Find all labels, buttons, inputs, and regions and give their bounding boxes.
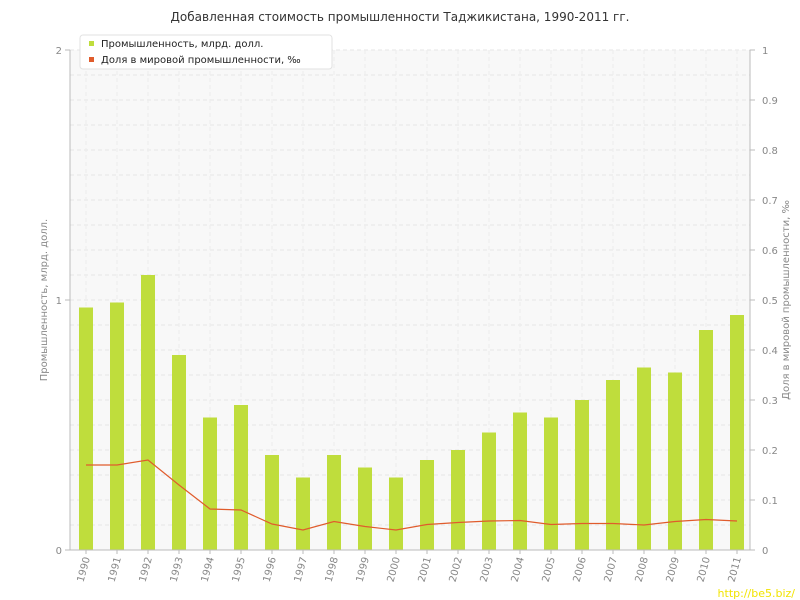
x-tick-label: 2006 (572, 556, 589, 583)
share-line (86, 459, 738, 531)
x-tick-label: 1992 (138, 556, 155, 583)
watermark-link[interactable]: http://be5.biz/ (718, 587, 796, 600)
x-tick-label: 2010 (696, 556, 713, 583)
bar (544, 417, 558, 550)
bar (575, 400, 589, 550)
y-tick-label-right: 0.5 (762, 296, 778, 307)
y-tick-label-left: 1 (56, 296, 62, 307)
y-axis-label-right: Доля в мировой промышленности, ‰ (781, 200, 792, 400)
legend-label-industry: Промышленность, млрд. долл. (101, 39, 263, 50)
bar (668, 372, 682, 550)
bar (234, 405, 248, 550)
bar (203, 417, 217, 550)
y-tick-label-right: 0.4 (762, 346, 778, 357)
x-tick-label: 1997 (293, 556, 310, 583)
x-tick-label: 2005 (541, 556, 558, 583)
x-tick-label: 2001 (417, 556, 434, 583)
x-tick-label: 1994 (200, 556, 217, 583)
bar (296, 477, 310, 550)
x-tick-label: 2008 (634, 556, 651, 583)
bar (265, 455, 279, 550)
bar (110, 302, 124, 550)
y-tick-label-right: 0.1 (762, 496, 778, 507)
x-tick-label: 1993 (169, 556, 186, 583)
y-tick-label-right: 0.8 (762, 146, 778, 157)
chart-title: Добавленная стоимость промышленности Тад… (171, 10, 630, 24)
line-series (86, 459, 738, 531)
x-tick-label: 2009 (665, 556, 682, 583)
x-tick-label: 1995 (231, 556, 248, 583)
bar (420, 460, 434, 550)
y-tick-label-left: 0 (56, 546, 62, 557)
legend-box (79, 34, 333, 70)
x-tick-label: 1996 (262, 556, 279, 583)
y-tick-label-right: 1 (762, 46, 768, 57)
x-tick-label: 1998 (324, 556, 341, 583)
bar (513, 412, 527, 550)
y-tick-label-right: 0.3 (762, 396, 778, 407)
bar (358, 467, 372, 550)
bar (730, 315, 744, 550)
y-tick-label-left: 2 (56, 46, 62, 57)
bar (327, 455, 341, 550)
y-tick-label-right: 0.9 (762, 96, 778, 107)
bar (451, 450, 465, 550)
y-tick-label-right: 0 (762, 546, 768, 557)
y-tick-label-right: 0.7 (762, 196, 778, 207)
bar (389, 477, 403, 550)
y-axis-label-left: Промышленность, млрд. долл. (39, 219, 50, 381)
legend-label-share: Доля в мировой промышленности, ‰ (101, 55, 301, 66)
bar (141, 275, 155, 550)
legend-swatch-industry (89, 41, 94, 46)
legend: Промышленность, млрд. долл. Доля в миров… (79, 34, 333, 70)
x-tick-label: 2003 (479, 556, 496, 583)
x-tick-label: 1999 (355, 556, 372, 583)
x-tick-label: 1990 (76, 556, 93, 583)
x-tick-label: 2007 (603, 556, 620, 583)
bar (172, 355, 186, 550)
x-tick-label: 1991 (107, 556, 124, 583)
legend-swatch-share (89, 57, 94, 62)
x-tick-label: 2002 (448, 556, 465, 583)
y-tick-label-right: 0.6 (762, 246, 778, 257)
bar (79, 307, 93, 550)
x-tick-label: 2000 (386, 556, 403, 583)
x-tick-label: 2004 (510, 556, 527, 583)
bar (606, 380, 620, 550)
bar (482, 432, 496, 550)
bar (699, 330, 713, 550)
x-tick-label: 2011 (727, 556, 744, 583)
axes: 0 1 2 0 0.1 0.2 0.3 0.4 0.5 0.6 0.7 0.8 0.9 1 1990 1991… (56, 46, 778, 583)
y-tick-label-right: 0.2 (762, 446, 778, 457)
bar (637, 367, 651, 550)
